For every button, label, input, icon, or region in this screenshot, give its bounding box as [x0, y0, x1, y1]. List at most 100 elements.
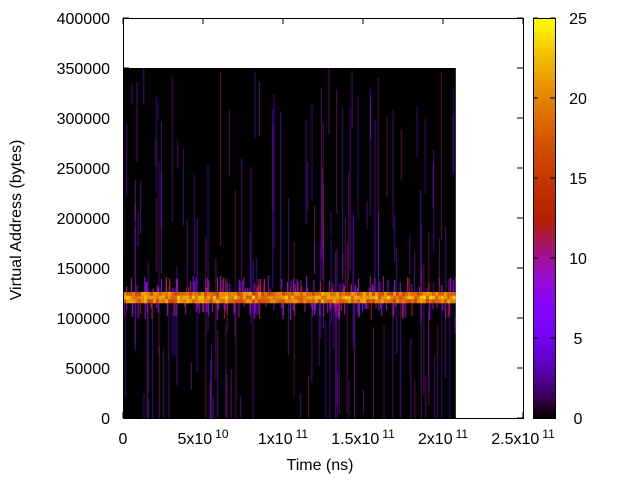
heatmap-band-cell: [153, 299, 156, 304]
heatmap-band-cell: [198, 292, 201, 296]
heatmap-fringe: [306, 276, 308, 292]
heatmap-streak: [330, 239, 332, 324]
heatmap-streak: [287, 198, 289, 355]
heatmap-band-cell: [303, 295, 306, 300]
heatmap-fringe: [208, 280, 210, 292]
heatmap-band-cell: [177, 292, 180, 296]
heatmap-fringe: [252, 303, 254, 314]
heatmap-band-cell: [132, 299, 135, 304]
heatmap-fringe: [186, 287, 188, 292]
heatmap-band-cell: [357, 295, 360, 300]
heatmap-fringe: [339, 283, 341, 292]
heatmap-fringe: [259, 303, 261, 320]
heatmap-band-cell: [435, 292, 438, 296]
heatmap-band-cell: [297, 295, 300, 300]
heatmap-streak: [125, 309, 127, 398]
heatmap-band-cell: [390, 299, 393, 304]
heatmap-band-cell: [324, 295, 327, 300]
heatmap-band-cell: [327, 292, 330, 296]
heatmap-fringe: [375, 303, 377, 309]
heatmap-band-cell: [219, 295, 222, 300]
colorbar-tick-label: 10: [569, 251, 587, 268]
heatmap-band-cell: [366, 299, 369, 304]
heatmap-band-cell: [279, 295, 282, 300]
heatmap-fringe: [335, 303, 337, 317]
heatmap-band-cell: [285, 292, 288, 296]
heatmap-streak: [158, 160, 160, 356]
heatmap-band-cell: [240, 299, 243, 304]
heatmap-band-cell: [267, 299, 270, 304]
heatmap-band-cell: [375, 292, 378, 296]
heatmap-fringe: [273, 303, 275, 311]
heatmap-fringe: [441, 285, 443, 292]
heatmap-fringe: [123, 303, 125, 318]
heatmap-streak: [321, 166, 323, 280]
heatmap-band-cell: [339, 295, 342, 300]
heatmap-fringe: [334, 303, 336, 314]
heatmap-band-cell: [315, 299, 318, 304]
heatmap-band-cell: [375, 295, 378, 300]
heatmap-fringe: [126, 303, 128, 311]
heatmap-streak: [305, 120, 307, 224]
heatmap-streak: [336, 370, 338, 418]
heatmap-band-cell: [204, 295, 207, 300]
heatmap-streak: [299, 393, 301, 418]
heatmap-band-cell: [435, 295, 438, 300]
heatmap-fringe: [444, 303, 446, 319]
heatmap-band-cell: [324, 299, 327, 304]
heatmap-band-cell: [321, 299, 324, 304]
heatmap-band-cell: [420, 299, 423, 304]
heatmap-streak: [416, 105, 418, 158]
heatmap-streak: [342, 253, 344, 293]
heatmap-band-cell: [252, 295, 255, 300]
heatmap-band-cell: [339, 299, 342, 304]
heatmap-band-cell: [312, 299, 315, 304]
heatmap-fringe: [234, 303, 236, 313]
heatmap-band-cell: [396, 292, 399, 296]
heatmap-fringe: [151, 303, 153, 312]
heatmap-streak: [420, 267, 422, 418]
heatmap-streak: [330, 211, 332, 237]
heatmap-fringe: [176, 279, 178, 292]
heatmap-band-cell: [432, 299, 435, 304]
heatmap-band-cell: [306, 295, 309, 300]
heatmap-fringe: [330, 303, 332, 309]
y-axis-label: Virtual Address (bytes): [8, 140, 25, 301]
heatmap-streak: [155, 96, 157, 192]
heatmap-streak: [157, 103, 159, 119]
heatmap-band-cell: [255, 292, 258, 296]
heatmap-fringe: [239, 282, 241, 292]
heatmap-streak: [428, 310, 430, 392]
heatmap-streak: [346, 242, 348, 415]
heatmap-streak: [434, 353, 436, 418]
heatmap-fringe: [379, 281, 381, 292]
heatmap-band-cell: [135, 292, 138, 296]
heatmap-band-cell: [171, 299, 174, 304]
heatmap-band-cell: [189, 299, 192, 304]
heatmap-fringe: [426, 288, 428, 292]
heatmap-fringe: [257, 303, 259, 315]
y-tick-label: 250000: [57, 161, 110, 178]
heatmap-fringe: [448, 303, 450, 315]
heatmap-streak: [306, 162, 308, 211]
heatmap-streak: [171, 77, 173, 221]
heatmap-fringe: [312, 303, 314, 311]
heatmap-band-cell: [225, 295, 228, 300]
heatmap-band-cell: [228, 292, 231, 296]
heatmap-streak: [279, 112, 281, 291]
heatmap-streak: [254, 71, 256, 139]
heatmap-streak: [176, 265, 178, 386]
heatmap-fringe: [243, 303, 245, 307]
heatmap-band-cell: [270, 292, 273, 296]
heatmap-band-cell: [372, 295, 375, 300]
heatmap-streak: [333, 292, 335, 350]
heatmap-band-cell: [243, 299, 246, 304]
heatmap-streak: [349, 107, 351, 271]
heatmap-band-cell: [420, 295, 423, 300]
heatmap-band-cell: [273, 292, 276, 296]
heatmap-band-cell: [300, 299, 303, 304]
heatmap-band-cell: [204, 292, 207, 296]
x-tick-label: 2x10 11: [418, 427, 468, 448]
heatmap-streak: [338, 294, 340, 414]
heatmap-streak: [410, 337, 412, 418]
